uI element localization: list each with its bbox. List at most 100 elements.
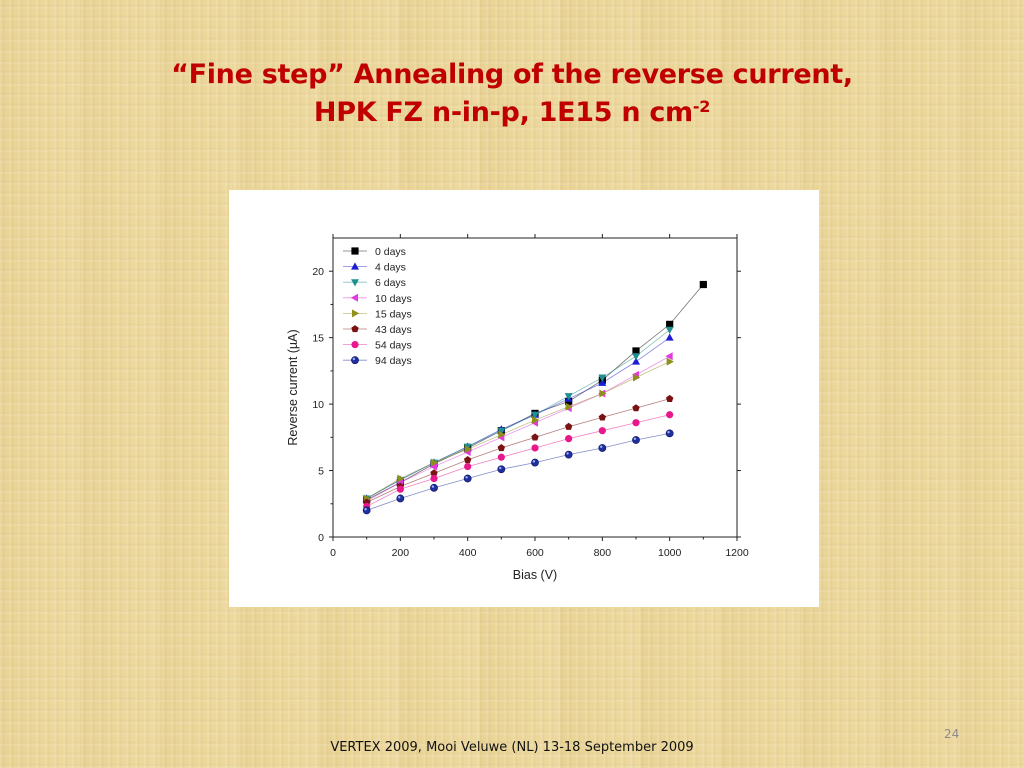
data-point-15-days (431, 458, 439, 467)
data-point-94-days-highlight (633, 437, 637, 440)
data-point-4-days (665, 333, 674, 341)
legend-item-0-days: 0 days (343, 246, 406, 258)
data-point-94-days-highlight (566, 452, 569, 455)
series-line-94-days (366, 432, 670, 511)
data-point-94-days-highlight (532, 460, 536, 463)
data-point-15-days (633, 373, 641, 382)
data-point-15-days (464, 445, 472, 454)
series-layer (362, 280, 707, 515)
data-point-94-days-highlight (364, 508, 367, 511)
data-point-94-days (564, 450, 573, 459)
data-point-6-days (665, 326, 674, 334)
series-line-43-days (366, 398, 670, 503)
slide-title-line1: “Fine step” Annealing of the reverse cur… (171, 59, 853, 90)
reverse-current-chart: 0 200 400 600 800 1000 1200 0 5 10 15 20 Bias (V) Rev… (286, 234, 749, 582)
series-line-10-days (366, 355, 670, 502)
x-tick-label: 800 (594, 547, 612, 559)
data-point-0-days (666, 320, 674, 328)
data-point-43-days (598, 413, 607, 421)
legend-item-10-days: 10 days (343, 293, 412, 305)
series-6-days (362, 326, 674, 503)
data-point-0-days (632, 347, 640, 355)
x-tick-label: 1000 (658, 547, 682, 559)
data-point-6-days (531, 411, 539, 419)
series-0-days (363, 280, 707, 504)
data-point-15-days (498, 430, 506, 439)
x-tick-label: 200 (392, 547, 410, 559)
slide-title: “Fine step” Annealing of the reverse cur… (0, 56, 1024, 132)
legend-marker (351, 247, 359, 255)
x-axis-label: Bias (V) (513, 568, 557, 582)
legend-marker (350, 293, 358, 302)
slide-title-line2-text: HPK FZ n-in-p, 1E15 n cm (313, 97, 693, 128)
data-point-94-days (598, 444, 607, 452)
data-point-15-days (565, 402, 573, 411)
legend-item-43-days: 43 days (343, 324, 412, 336)
legend-label: 4 days (375, 262, 406, 274)
legend-marker (351, 325, 359, 333)
legend-marker (352, 309, 360, 318)
y-tick-label: 0 (318, 532, 324, 544)
data-point-54-days (666, 411, 674, 419)
data-point-43-days (531, 433, 539, 441)
data-point-54-days (396, 485, 404, 493)
legend-label: 15 days (375, 308, 412, 320)
data-point-94-days-highlight (431, 485, 435, 488)
legend-label: 0 days (375, 246, 406, 258)
data-point-43-days (564, 422, 573, 430)
axes: 0 200 400 600 800 1000 1200 0 5 10 15 20 Bias (V) Rev… (286, 234, 749, 582)
data-point-94-days-highlight (667, 430, 670, 434)
series-43-days (362, 394, 674, 506)
legend-label: 10 days (375, 293, 412, 305)
footer-text: VERTEX 2009, Mooi Veluwe (NL) 13-18 Sept… (330, 740, 694, 755)
series-line-54-days (366, 414, 670, 507)
y-tick-label: 15 (312, 333, 324, 345)
data-point-43-days (665, 394, 674, 402)
data-point-94-days (463, 474, 472, 483)
x-tick-label: 600 (526, 547, 544, 559)
data-point-54-days (632, 419, 640, 427)
data-point-94-days (497, 465, 506, 474)
series-54-days (363, 411, 674, 511)
data-point-10-days (665, 352, 673, 361)
legend-item-6-days: 6 days (343, 277, 406, 289)
legend: 0 days 4 days 6 days 10 days 15 days 43 days 5… (343, 246, 412, 367)
legend-marker (351, 279, 359, 287)
legend-item-54-days: 54 days (343, 340, 412, 352)
series-15-days (363, 357, 674, 503)
data-point-94-days-highlight (600, 445, 603, 448)
slide-number: 24 (944, 727, 960, 741)
data-point-94-days-highlight (398, 496, 401, 499)
data-point-54-days (464, 462, 472, 471)
series-line-0-days (366, 284, 704, 501)
y-tick-label: 20 (312, 266, 324, 278)
data-point-54-days (430, 474, 438, 483)
legend-marker (351, 341, 359, 349)
x-tick-label: 400 (459, 547, 477, 559)
legend-label: 54 days (375, 340, 412, 352)
legend-label: 43 days (375, 324, 412, 336)
series-10-days (362, 352, 673, 506)
legend-marker (351, 262, 359, 270)
data-point-10-days (429, 462, 437, 471)
data-point-54-days (497, 453, 505, 461)
data-point-54-days (531, 444, 539, 452)
legend-marker-highlight (352, 357, 356, 361)
y-tick-label: 5 (318, 466, 324, 478)
legend-label: 94 days (375, 355, 412, 367)
series-line-4-days (366, 337, 670, 499)
data-point-94-days (531, 458, 539, 467)
slide-title-line2: HPK FZ n-in-p, 1E15 n cm-2 (0, 94, 1024, 132)
data-point-54-days (565, 435, 573, 443)
chart-panel: 0 200 400 600 800 1000 1200 0 5 10 15 20 Bias (V) Rev… (229, 190, 819, 607)
data-point-94-days-highlight (499, 466, 502, 470)
data-point-94-days (396, 494, 405, 503)
data-point-43-days (632, 404, 640, 412)
legend-item-15-days: 15 days (343, 308, 412, 320)
slide-title-exponent: -2 (692, 97, 711, 116)
data-point-94-days (362, 506, 371, 515)
data-point-15-days (532, 416, 540, 425)
legend-marker (351, 356, 359, 365)
data-point-43-days (497, 444, 506, 452)
x-tick-label: 0 (330, 547, 336, 559)
